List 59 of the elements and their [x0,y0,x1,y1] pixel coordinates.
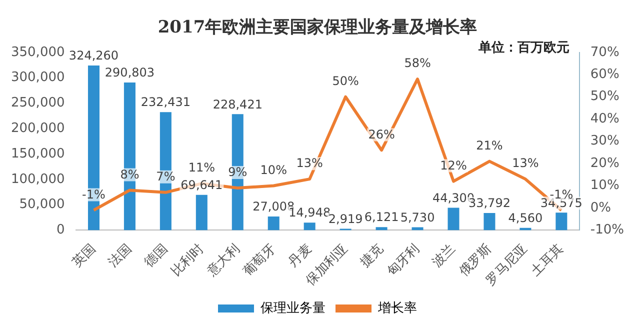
y-tick-label: 250,000 [10,96,65,111]
data-label: 8% [120,167,140,182]
x-tick-label: 英国 [70,241,99,270]
data-label: 4,560 [508,211,543,226]
data-label: 2,919 [328,212,363,226]
data-label: 9% [228,165,248,180]
y2-tick-label: 70% [590,44,620,60]
chart-title: 2017年欧洲主要国家保理业务量及增长率 [158,18,478,38]
x-tick-label: 德国 [142,241,171,270]
data-label: 290,803 [104,66,155,80]
y-tick-label: 350,000 [10,44,65,60]
y-tick-label: 100,000 [10,172,65,187]
bar [196,194,208,230]
y2-tick-label: 60% [590,67,620,82]
data-label: 5,730 [400,210,435,224]
data-label: 50% [332,74,359,88]
y-tick-label: 200,000 [10,120,65,136]
x-tick-label: 匈牙利 [384,241,423,280]
legend-label: 增长率 [377,300,417,316]
x-tick-label: 土耳其 [528,241,567,280]
data-label: 232,431 [140,95,191,110]
y2-tick-label: 10% [590,178,620,194]
data-label: 58% [404,56,431,70]
data-label: 6,121 [364,210,399,224]
data-label: -1% [82,187,106,202]
y-tick-label: 150,000 [10,146,65,162]
data-label: 7% [156,170,176,184]
x-tick-label: 捷克 [358,241,387,270]
y2-tick-label: 30% [590,134,620,149]
data-label: 21% [476,138,503,152]
y2-tick-label: -10% [590,222,624,238]
y2-tick-label: 50% [590,89,620,104]
annotation: 单位：百万欧元 [477,39,570,56]
x-tick-label: 法国 [106,241,135,270]
y-tick-label: 0 [56,222,65,238]
y-tick-label: 50,000 [19,197,65,212]
bar [304,222,316,230]
bar [556,212,568,230]
data-label: 12% [440,158,467,172]
y2-tick-label: 40% [590,111,620,126]
y2-tick-label: 0% [590,200,612,216]
data-label: 10% [260,162,287,177]
data-label: 13% [296,156,323,170]
bar [376,227,388,230]
legend-label: 保理业务量 [260,300,326,316]
data-label: 228,421 [212,97,262,112]
data-label: 69,641 [180,178,223,192]
data-label: 13% [512,156,539,170]
y-tick-label: 300,000 [10,70,65,86]
y2-tick-label: 20% [590,156,620,171]
x-tick-label: 波兰 [430,241,459,270]
data-label: 324,260 [68,48,119,63]
x-tick-label: 丹麦 [286,241,315,270]
data-label: 11% [188,160,216,175]
x-tick-label: 葡萄牙 [240,241,279,280]
bar [268,216,280,230]
bar [448,208,460,230]
bar [484,213,496,230]
data-label: 26% [368,127,395,142]
